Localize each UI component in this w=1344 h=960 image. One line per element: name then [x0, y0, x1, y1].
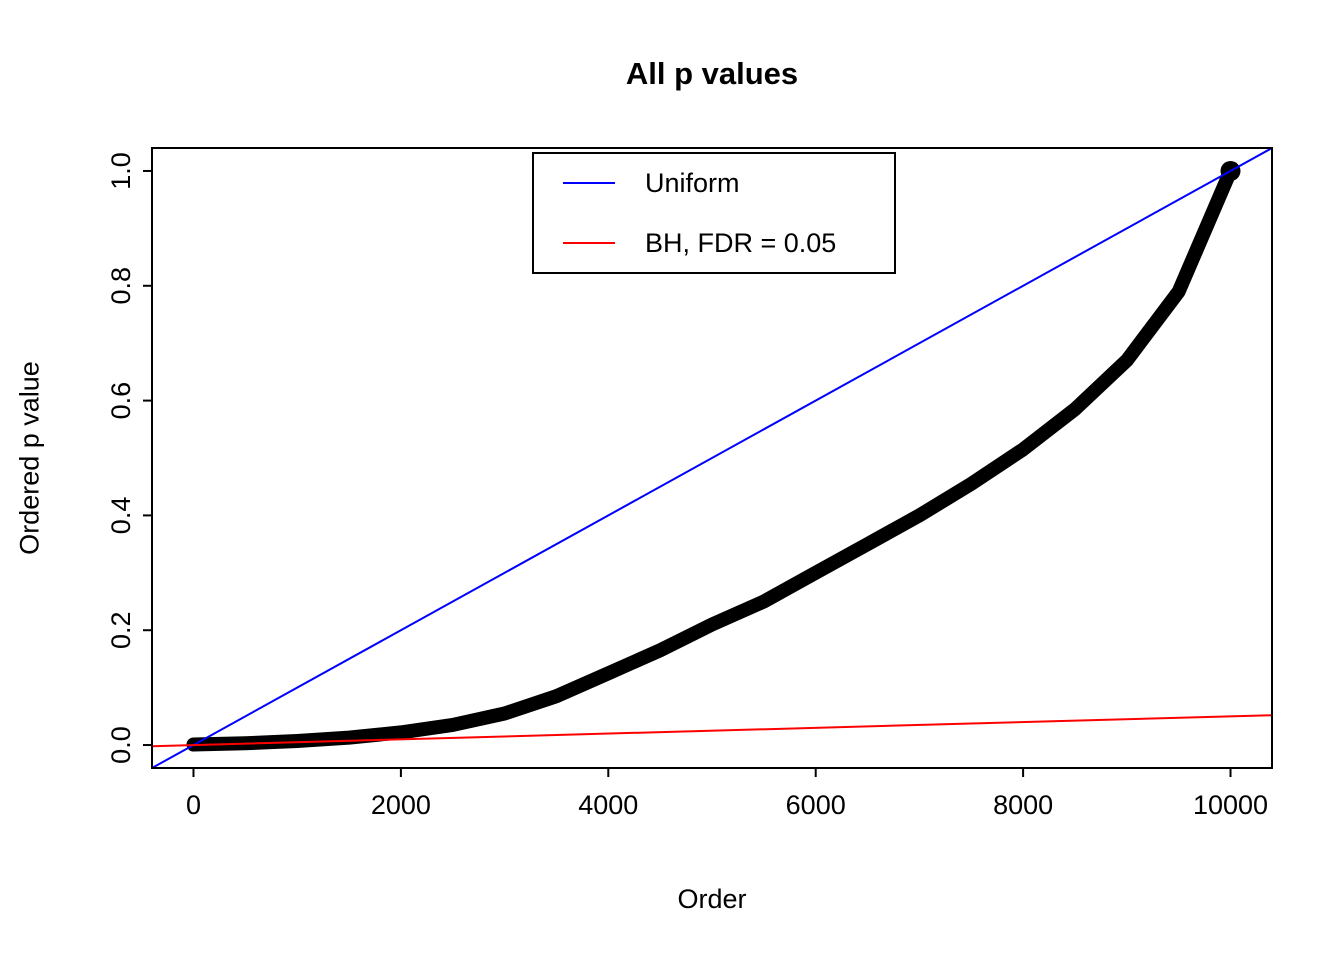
plot-box [151, 147, 1273, 769]
x-axis-tick-label: 4000 [578, 790, 638, 820]
x-axis-tick-label: 2000 [371, 790, 431, 820]
x-axis-tick-label: 0 [186, 790, 201, 820]
y-axis-tick-label: 0.2 [106, 611, 136, 649]
y-axis-tick-label: 0.8 [106, 267, 136, 305]
x-axis-tick-label: 8000 [993, 790, 1053, 820]
uniform-reference-line [152, 148, 1272, 768]
ordered-p-curve [186, 164, 1238, 752]
legend-item-label: BH, FDR = 0.05 [645, 228, 836, 258]
legend-item-label: Uniform [645, 168, 740, 198]
legend-box [532, 152, 896, 274]
bh-threshold-line [152, 714, 1272, 748]
y-axis-tick-label: 0.4 [106, 497, 136, 535]
y-axis-tick-label: 0.0 [106, 726, 136, 764]
y-axis-tick-label: 0.6 [106, 382, 136, 420]
x-axis-tick-label: 10000 [1193, 790, 1268, 820]
y-axis-tick-label: 1.0 [106, 152, 136, 190]
chart-title: All p values [625, 56, 799, 91]
x-axis-label: Order [677, 884, 747, 914]
x-axis-tick-label: 6000 [786, 790, 846, 820]
